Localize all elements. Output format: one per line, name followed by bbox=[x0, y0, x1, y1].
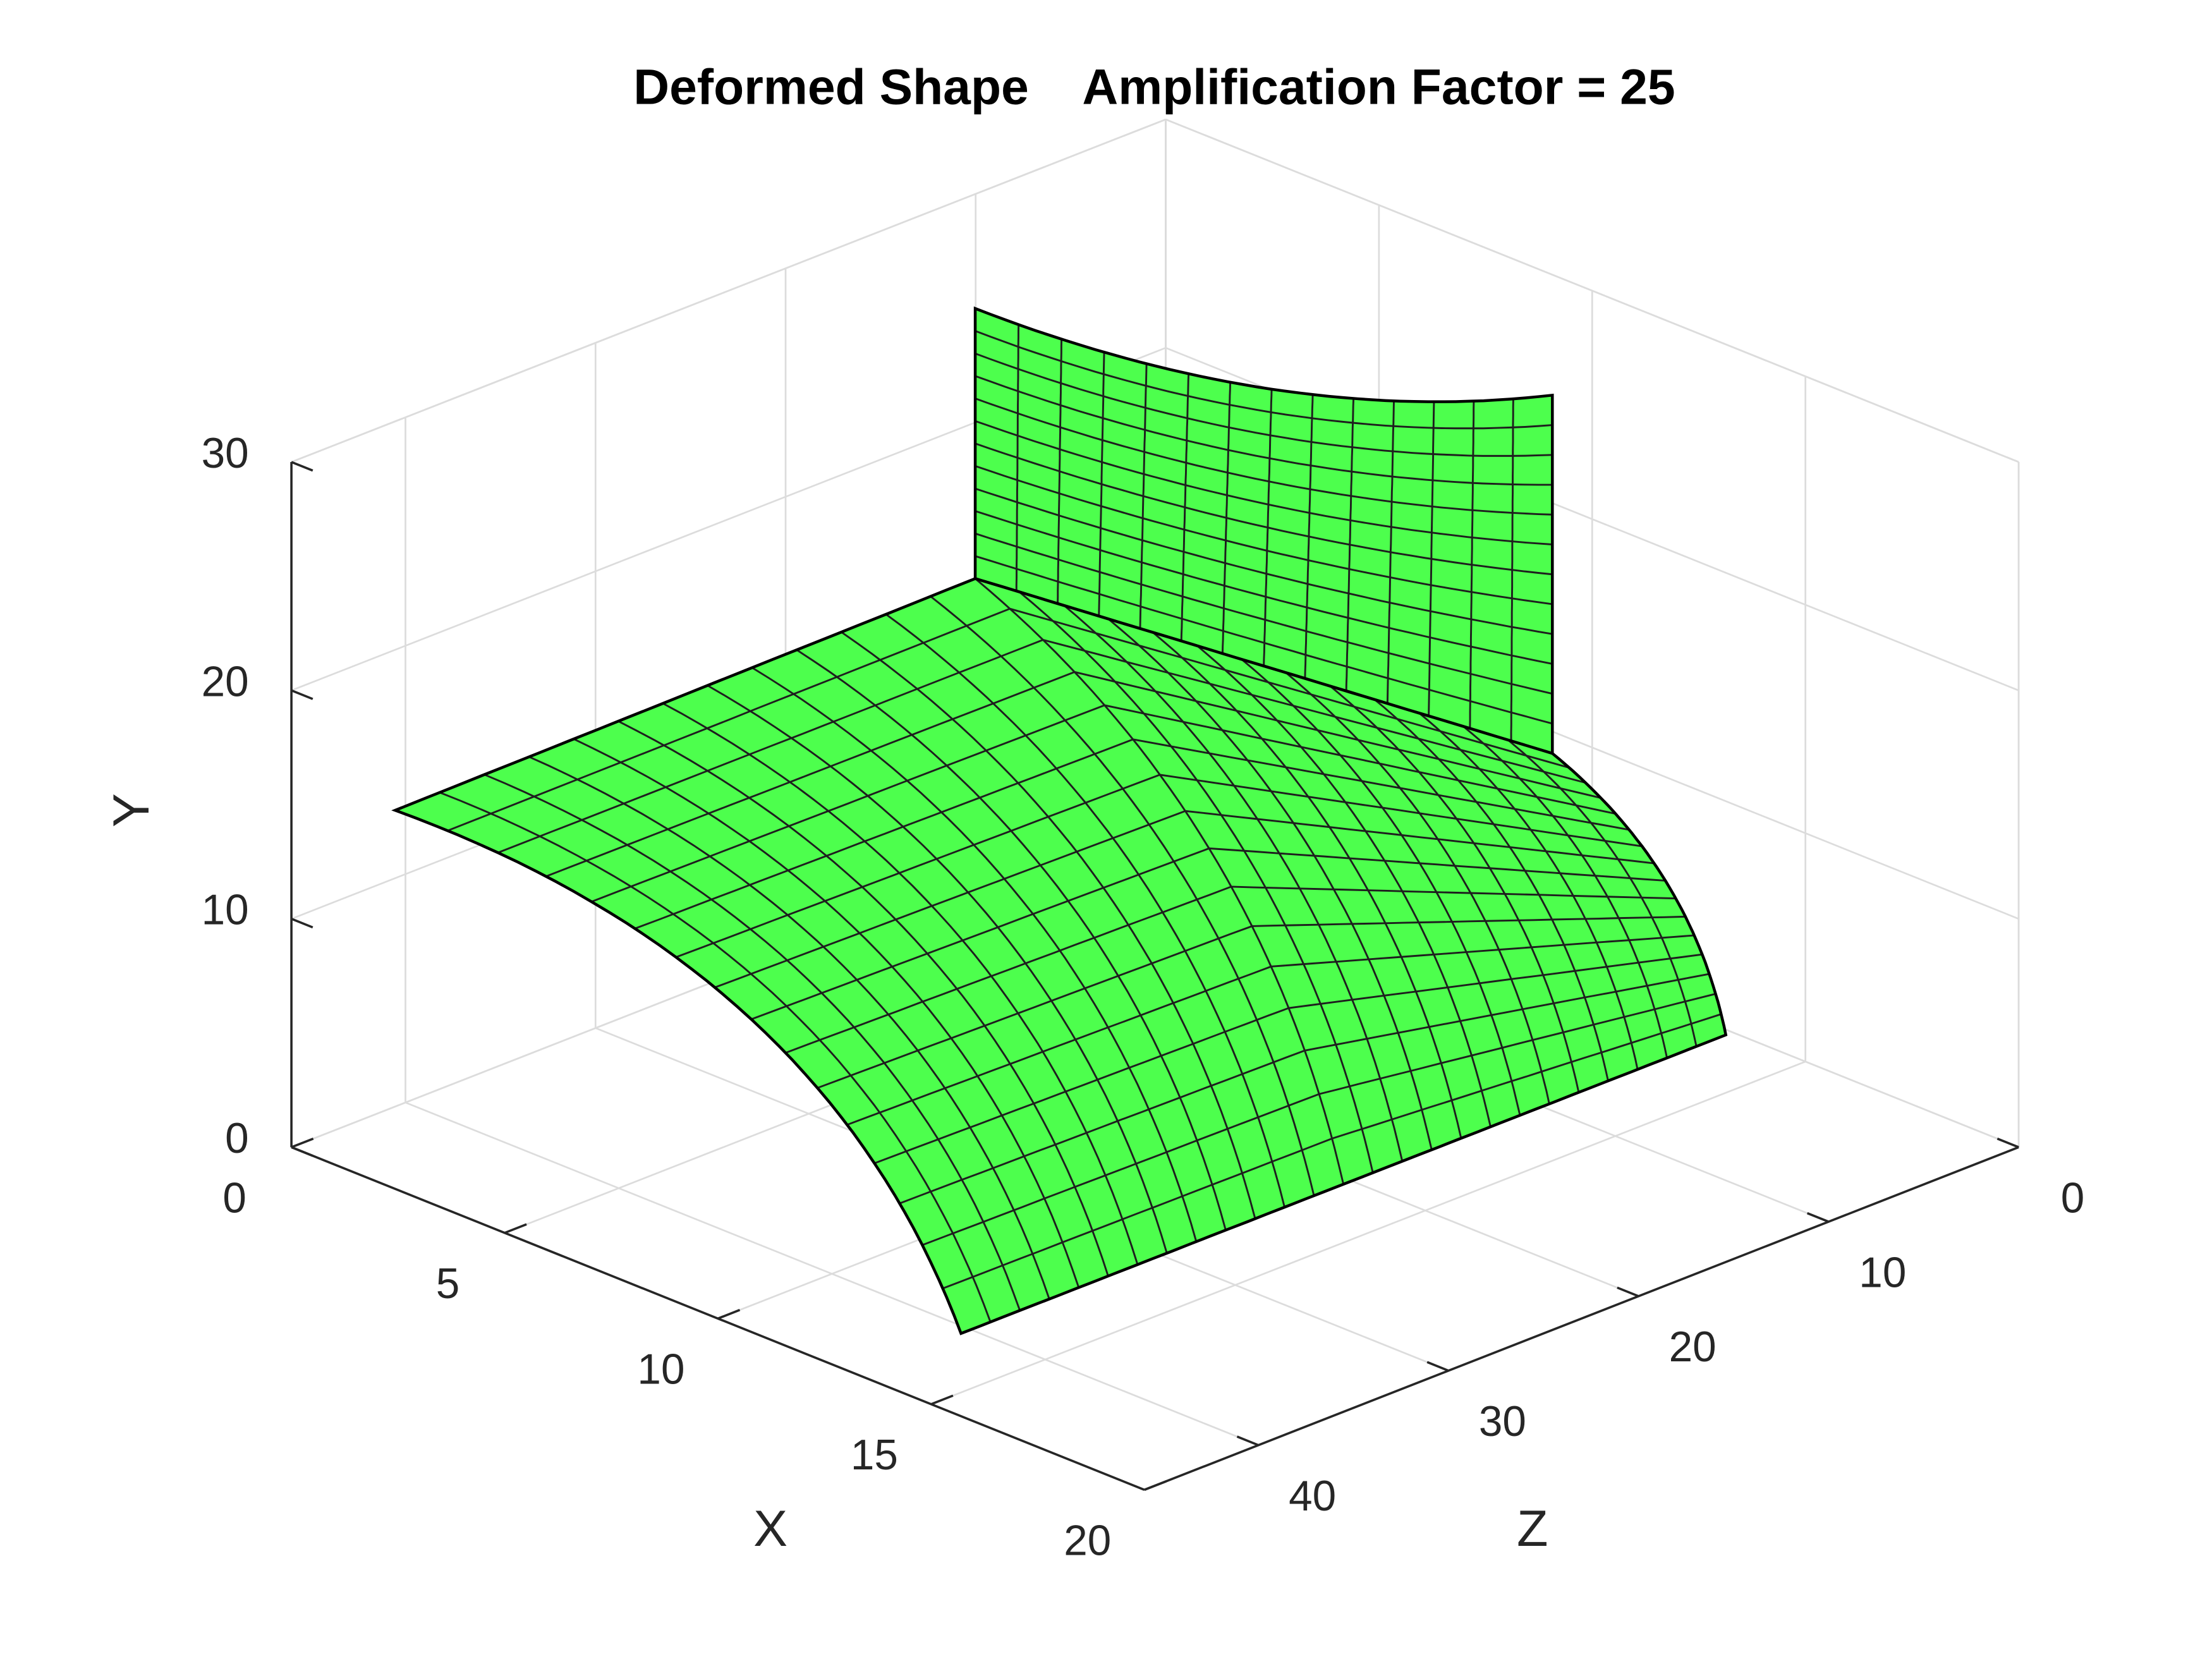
z-tick-label: 40 bbox=[1289, 1473, 1336, 1520]
y-tick bbox=[291, 461, 313, 472]
mesh-line bbox=[975, 442, 1553, 576]
mesh-line bbox=[676, 774, 1643, 958]
z-tick bbox=[1236, 1435, 1259, 1447]
mesh-line bbox=[975, 353, 1553, 457]
mesh-line bbox=[817, 915, 1686, 1089]
mesh-line bbox=[942, 1013, 1722, 1289]
x-axis-label: X bbox=[753, 1500, 787, 1557]
z-tick bbox=[1806, 1212, 1830, 1223]
x-axis bbox=[291, 1146, 1145, 1491]
mesh-line bbox=[635, 738, 1630, 930]
z-tick-label: 10 bbox=[1859, 1249, 1906, 1296]
mesh-line bbox=[899, 973, 1710, 1205]
mesh-line bbox=[975, 375, 1553, 486]
y-tick-label: 30 bbox=[202, 430, 249, 477]
y-tick bbox=[291, 689, 313, 700]
surface-edge bbox=[391, 577, 1728, 1335]
mesh-line bbox=[497, 638, 1586, 854]
y-axis-label: Y bbox=[103, 793, 160, 827]
mesh-line bbox=[545, 671, 1601, 878]
x-tick-label: 15 bbox=[851, 1431, 898, 1479]
x-tick-label: 0 bbox=[222, 1175, 246, 1222]
mesh-line bbox=[874, 953, 1703, 1165]
z-tick bbox=[1426, 1361, 1449, 1372]
x-tick-label: 5 bbox=[436, 1260, 460, 1308]
x-tick-label: 10 bbox=[637, 1346, 684, 1394]
mesh-line bbox=[447, 607, 1570, 832]
x-tick bbox=[930, 1394, 954, 1406]
y-tick bbox=[291, 1146, 313, 1157]
mesh-line bbox=[714, 810, 1655, 988]
mesh-line bbox=[846, 934, 1694, 1126]
z-tick-label: 0 bbox=[2061, 1175, 2085, 1222]
z-axis-label: Z bbox=[1517, 1500, 1548, 1557]
surface bbox=[391, 306, 1728, 1335]
y-tick-label: 10 bbox=[202, 887, 249, 934]
wall-surface bbox=[975, 308, 1553, 754]
mesh-line bbox=[591, 704, 1616, 903]
y-tick-label: 0 bbox=[225, 1115, 249, 1162]
axes: 0 5 10 15 20 0 10 20 30 40 0 10 20 30 bbox=[202, 430, 2085, 1565]
box-edge bbox=[1165, 118, 2019, 463]
x-tick-label: 20 bbox=[1064, 1517, 1111, 1565]
y-tick bbox=[291, 918, 313, 929]
mesh-line bbox=[975, 398, 1553, 516]
z-tick bbox=[1617, 1286, 1639, 1297]
mesh-line bbox=[751, 847, 1666, 1021]
grid-line bbox=[405, 1102, 1259, 1446]
grid-line bbox=[930, 1060, 1806, 1406]
mesh-line bbox=[975, 465, 1553, 605]
z-tick-label: 30 bbox=[1479, 1398, 1526, 1445]
y-tick-label: 20 bbox=[202, 658, 249, 705]
x-tick bbox=[504, 1223, 527, 1234]
x-tick bbox=[717, 1309, 741, 1320]
z-tick bbox=[1996, 1138, 2019, 1148]
mesh-line bbox=[785, 885, 1676, 1054]
mesh-line bbox=[921, 993, 1716, 1246]
x-tick bbox=[291, 1138, 314, 1148]
z-axis bbox=[1144, 1146, 2019, 1492]
mesh-line bbox=[975, 555, 1553, 725]
mesh-line bbox=[975, 487, 1553, 635]
x-tick bbox=[1144, 1480, 1167, 1492]
z-tick-label: 20 bbox=[1669, 1323, 1717, 1371]
mesh-line bbox=[975, 420, 1553, 545]
mesh-line bbox=[975, 532, 1553, 695]
box-edge bbox=[291, 118, 1166, 463]
mesh-line bbox=[975, 330, 1553, 430]
chart-title: Deformed Shape Amplification Factor = 25 bbox=[633, 59, 1675, 115]
mesh-line bbox=[975, 510, 1553, 665]
